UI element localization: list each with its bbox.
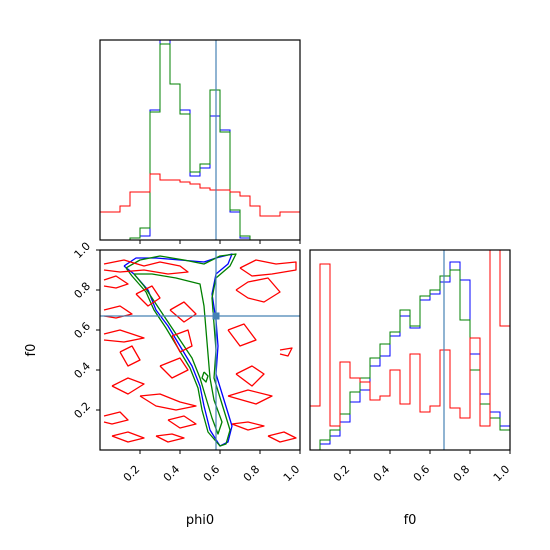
- contour-green-2: [201, 371, 209, 383]
- contour-red-9: [227, 323, 257, 347]
- contour-red-7: [103, 329, 145, 343]
- hist-f0-frame: [309, 249, 511, 451]
- contour-red-0: [103, 259, 189, 275]
- hist-f0-red-series: [310, 250, 510, 450]
- contour-red-3: [135, 285, 161, 307]
- contour-xtick-label-4: 1.0: [281, 463, 303, 485]
- xlabel-phi0: phi0: [186, 513, 214, 528]
- contour-red-17: [103, 411, 129, 425]
- contour-red-14: [111, 377, 145, 395]
- contour-frame: [99, 249, 301, 451]
- hist-f0-xtick-label-4: 1.0: [491, 463, 513, 485]
- contour-ytick-label-0: 0.2: [72, 400, 94, 422]
- contour-red-6: [169, 301, 197, 323]
- contour-ytick-label-3: 0.8: [72, 280, 94, 302]
- hist-f0-xtick-label-2: 0.6: [411, 463, 433, 485]
- contour-red-18: [167, 415, 197, 429]
- contour-red-20: [111, 431, 145, 443]
- xlabel-f0: f0: [404, 513, 417, 528]
- hist-f0-xtick-label-0: 0.2: [331, 463, 353, 485]
- contour-red-2: [103, 275, 129, 289]
- hist-phi0-blue-series: [100, 40, 300, 240]
- hist-phi0-red-series: [100, 173, 300, 240]
- contour-green-0: [125, 253, 237, 447]
- contour-red-21: [155, 433, 185, 443]
- contour-phi0-f0-panel: 0.2 0.4 0.6 0.8 1.0 0.2 0.4 0.6 0.8 1.0: [72, 240, 303, 485]
- contour-red-19: [231, 421, 265, 431]
- hist-f0-xtick-label-1: 0.4: [371, 463, 393, 485]
- contour-red-16: [227, 389, 273, 405]
- hist-f0-xtick-label-3: 0.8: [451, 463, 473, 485]
- contour-red-8: [171, 329, 193, 353]
- contour-red-10: [279, 347, 293, 357]
- contour-ytick-label-2: 0.6: [72, 320, 94, 342]
- contour-red-1: [239, 259, 297, 277]
- hist-phi0-green-series: [100, 43, 300, 240]
- contour-red-15: [139, 393, 197, 411]
- contour-xtick-label-0: 0.2: [121, 463, 143, 485]
- contour-ytick-label-4: 1.0: [72, 240, 94, 262]
- contour-green-1: [133, 273, 223, 435]
- contour-red-4: [235, 277, 281, 303]
- contour-red-13: [235, 365, 265, 387]
- histogram-f0-panel: 0.2 0.4 0.6 0.8 1.0: [309, 249, 513, 485]
- truth-marker: [212, 312, 220, 320]
- ylabel-f0: f0: [24, 344, 39, 357]
- contour-xtick-label-1: 0.4: [161, 463, 183, 485]
- contour-ytick-label-1: 0.4: [72, 360, 94, 382]
- contour-red-11: [119, 345, 141, 367]
- contour-red-22: [267, 431, 297, 443]
- contour-blue-0: [123, 253, 233, 447]
- contour-red-5: [103, 305, 133, 319]
- contour-red-12: [159, 357, 189, 379]
- histogram-phi0-panel: [99, 39, 301, 244]
- contour-xtick-label-3: 0.8: [241, 463, 263, 485]
- hist-phi0-frame: [99, 39, 301, 241]
- contour-xtick-label-2: 0.6: [201, 463, 223, 485]
